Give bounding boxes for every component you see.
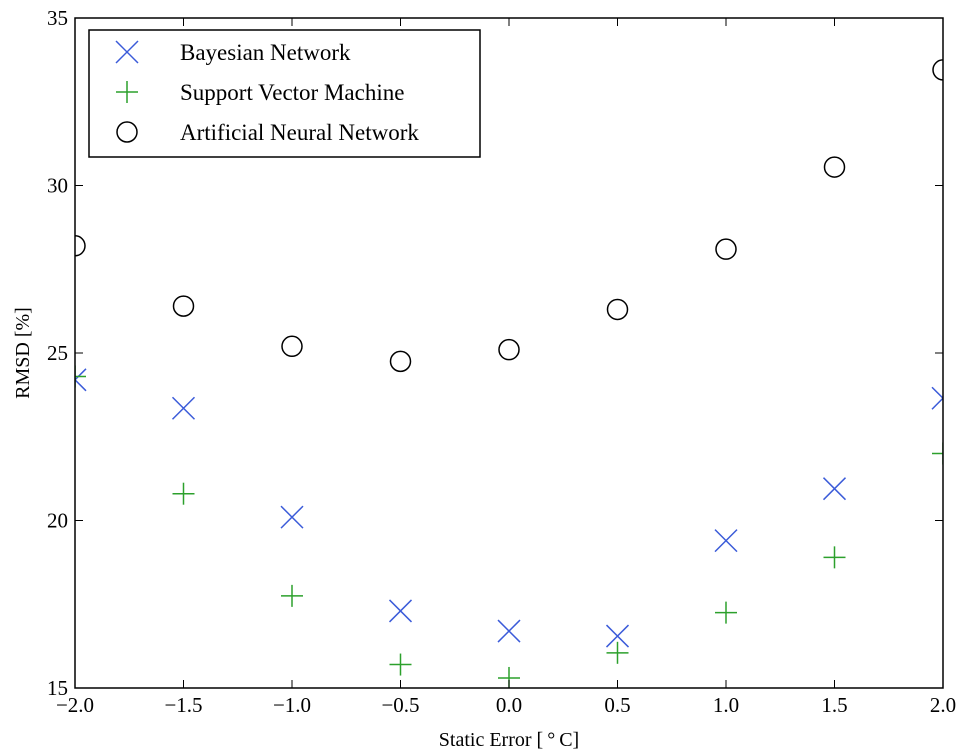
legend-label: Artificial Neural Network xyxy=(180,120,419,145)
support-vector-machine-point xyxy=(172,482,195,505)
bayesian-network-point xyxy=(605,624,630,648)
artificial-neural-network-point xyxy=(172,295,195,317)
x-tick-label: −0.5 xyxy=(381,693,419,717)
artificial-neural-network-point xyxy=(75,235,86,257)
x-axis-label: Static Error [ ° C] xyxy=(439,729,579,751)
y-tick-label: 20 xyxy=(47,509,68,533)
artificial-neural-network-point xyxy=(823,156,846,178)
artificial-neural-network-point xyxy=(389,350,412,373)
legend: Bayesian Network Support Vector Machine Ar… xyxy=(88,29,481,158)
legend-marker xyxy=(115,40,139,64)
x-tick-label: 1.5 xyxy=(821,693,847,717)
x-tick-label: 0.5 xyxy=(604,693,630,717)
support-vector-machine-point xyxy=(823,546,846,569)
legend-marker xyxy=(116,121,138,143)
artificial-neural-network-point xyxy=(932,59,943,81)
x-tick-label: −2.0 xyxy=(56,693,94,717)
legend-label: Support Vector Machine xyxy=(180,80,404,105)
legend-marker xyxy=(116,81,138,103)
x-tick-label: 1.0 xyxy=(713,693,739,717)
bayesian-network-point xyxy=(931,386,943,410)
bayesian-network-point xyxy=(171,396,196,420)
bayesian-network-point xyxy=(280,505,304,529)
y-axis-label: RMSD [%] xyxy=(12,307,34,399)
axis-tick-labels: −2.0 −1.5 −1.0 −0.5 0.0 0.5 1.0 1.5 2.0 15 20 25 30 3… xyxy=(47,6,956,717)
legend-item-bayesian-network: Bayesian Network xyxy=(115,40,351,65)
y-tick-label: 25 xyxy=(47,341,68,365)
artificial-neural-network-point xyxy=(715,238,737,260)
x-tick-label: 0.0 xyxy=(496,693,522,717)
artificial-neural-network-point xyxy=(498,338,520,361)
y-tick-label: 35 xyxy=(47,6,68,30)
support-vector-machine-point xyxy=(75,365,86,388)
bayesian-network-point xyxy=(497,619,521,643)
legend-label: Bayesian Network xyxy=(180,40,351,65)
legend-item-artificial-neural-network: Artificial Neural Network xyxy=(116,120,419,145)
y-tick-label: 30 xyxy=(47,174,68,198)
support-vector-machine-point xyxy=(715,601,737,624)
x-tick-label: −1.5 xyxy=(164,693,202,717)
x-tick-label: −1.0 xyxy=(273,693,311,717)
bayesian-network-point xyxy=(822,477,847,501)
data-markers xyxy=(75,59,943,688)
support-vector-machine-point xyxy=(281,584,303,607)
axis-ticks xyxy=(74,17,944,689)
support-vector-machine-point xyxy=(606,641,629,664)
artificial-neural-network-point xyxy=(606,298,629,321)
bayesian-network-point xyxy=(388,599,413,623)
legend-item-support-vector-machine: Support Vector Machine xyxy=(116,80,404,105)
support-vector-machine-point xyxy=(932,442,943,465)
bayesian-network-point xyxy=(75,368,87,392)
support-vector-machine-point xyxy=(389,653,412,676)
y-tick-label: 15 xyxy=(47,676,68,700)
x-tick-label: 2.0 xyxy=(930,693,956,717)
bayesian-network-point xyxy=(714,529,738,553)
artificial-neural-network-point xyxy=(281,335,303,358)
legend-box xyxy=(88,29,481,158)
